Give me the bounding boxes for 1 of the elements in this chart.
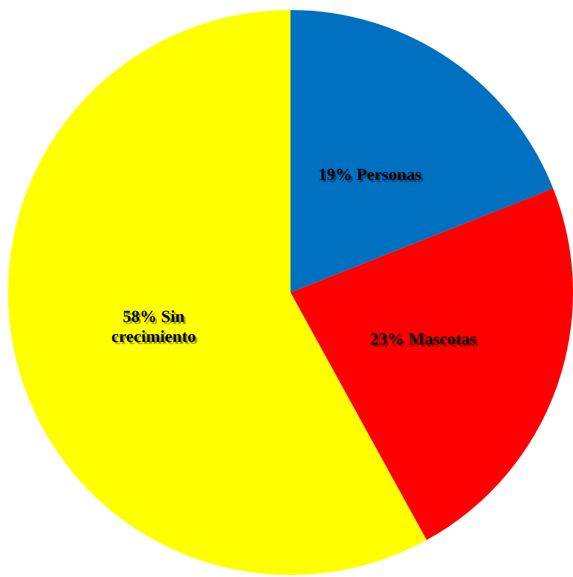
slice-label: 58% Sin crecimiento [113, 307, 198, 348]
